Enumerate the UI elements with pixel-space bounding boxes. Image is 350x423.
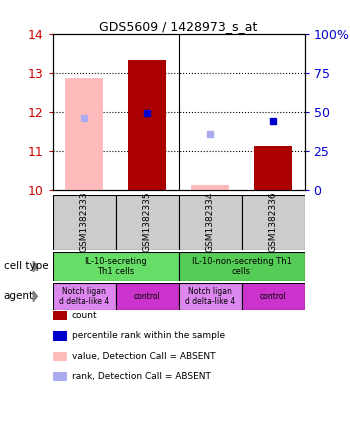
Text: control: control — [134, 292, 160, 301]
Text: IL-10-secreting
Th1 cells: IL-10-secreting Th1 cells — [84, 257, 147, 276]
Title: GDS5609 / 1428973_s_at: GDS5609 / 1428973_s_at — [99, 20, 258, 33]
Bar — [65, 78, 103, 190]
Text: cell type: cell type — [4, 261, 48, 272]
Text: value, Detection Call = ABSENT: value, Detection Call = ABSENT — [72, 352, 215, 361]
Bar — [254, 146, 292, 190]
Text: Notch ligan
d delta-like 4: Notch ligan d delta-like 4 — [59, 287, 109, 306]
Text: rank, Detection Call = ABSENT: rank, Detection Call = ABSENT — [72, 372, 211, 381]
Bar — [116, 195, 178, 250]
Bar — [241, 195, 304, 250]
Text: percentile rank within the sample: percentile rank within the sample — [72, 331, 225, 341]
Bar — [178, 195, 241, 250]
Text: GSM1382335: GSM1382335 — [142, 192, 152, 253]
Text: Notch ligan
d delta-like 4: Notch ligan d delta-like 4 — [185, 287, 235, 306]
Text: GSM1382333: GSM1382333 — [79, 192, 89, 253]
Text: count: count — [72, 311, 97, 320]
Bar — [178, 252, 304, 281]
Bar — [52, 252, 178, 281]
Bar — [52, 195, 116, 250]
Text: control: control — [260, 292, 286, 301]
Bar — [191, 185, 229, 190]
Text: GSM1382334: GSM1382334 — [205, 192, 215, 253]
Bar — [116, 283, 178, 310]
Text: GSM1382336: GSM1382336 — [268, 192, 278, 253]
Bar — [128, 60, 166, 190]
Bar — [178, 283, 241, 310]
Text: IL-10-non-secreting Th1
cells: IL-10-non-secreting Th1 cells — [191, 257, 292, 276]
Bar — [241, 283, 304, 310]
Bar — [52, 283, 116, 310]
Text: agent: agent — [4, 291, 34, 301]
